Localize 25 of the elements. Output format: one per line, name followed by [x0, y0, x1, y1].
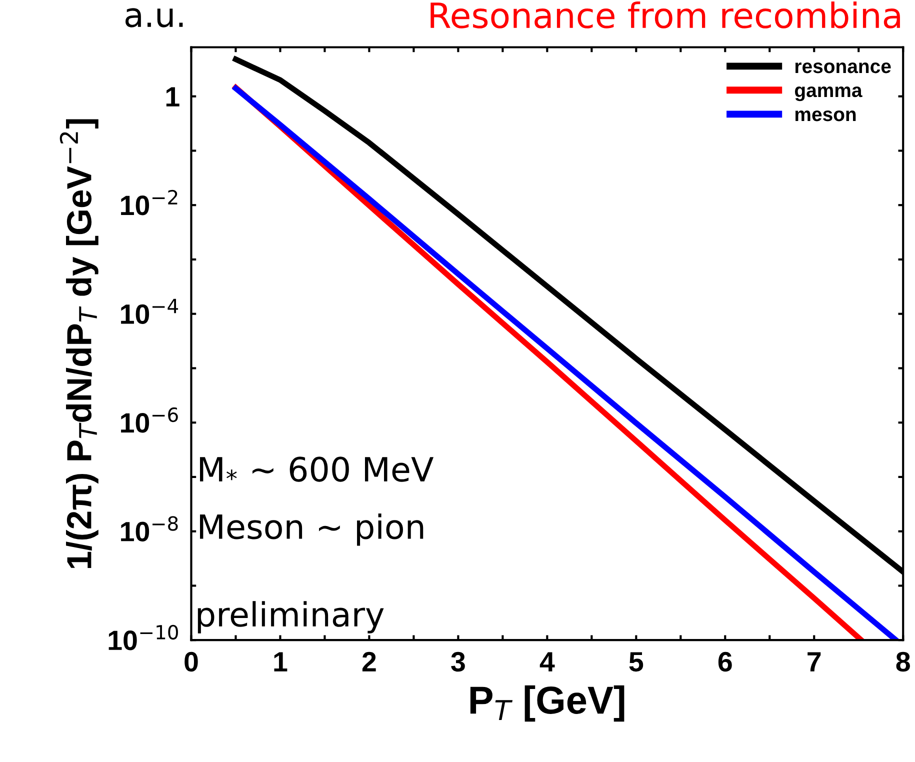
x-axis-title: P$_{T}$ [GeV]	[470, 685, 624, 722]
x-tick-label: 4	[540, 652, 555, 672]
y-tick-label: 10$^{−10}$	[108, 624, 178, 650]
text: a.u.	[126, 8, 183, 28]
x-tick-label: 6	[718, 652, 732, 672]
y-tick-label: 10$^{−8}$	[121, 516, 178, 542]
x-tick-label: 5	[629, 652, 644, 672]
y-tick-label: 1	[166, 87, 180, 106]
x-tick-label: 8	[896, 652, 910, 672]
y-axis-title: 1/(2π) P$_{T}$dN/dP$_{T}$ dy [GeV$^{−2}$]	[60, 119, 98, 568]
annotation: Meson ~ pion	[200, 513, 424, 546]
x-tick-label: 2	[362, 652, 376, 672]
y-tick-label: 10$^{−2}$	[121, 190, 178, 216]
x-tick-label: 7	[808, 652, 821, 672]
x-tick-label: 3	[451, 652, 465, 672]
annotation: M$_{*}$ ~ 600 MeV	[200, 456, 434, 482]
y-tick-label: 10$^{−4}$	[121, 298, 178, 324]
legend-label: resonance	[795, 62, 891, 74]
x-tick-label: 1	[274, 652, 288, 672]
y-tick-label: 10$^{−6}$	[121, 407, 178, 433]
annotation: preliminary	[198, 601, 384, 634]
legend-label: gamma	[794, 86, 862, 102]
x-tick-label: 0	[184, 652, 198, 672]
chart-title: Resonance from recombina	[430, 2, 900, 28]
legend-label: meson	[795, 110, 856, 122]
